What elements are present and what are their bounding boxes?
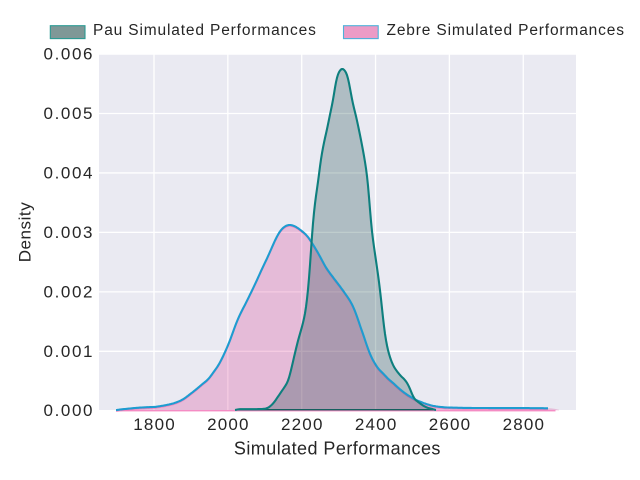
- svg-text:Zebre Simulated Performances: Zebre Simulated Performances: [387, 22, 625, 39]
- svg-text:0.002: 0.002: [44, 283, 95, 302]
- svg-text:0.006: 0.006: [44, 45, 95, 64]
- svg-text:2600: 2600: [429, 415, 472, 434]
- svg-text:0.003: 0.003: [44, 223, 95, 242]
- svg-text:1800: 1800: [133, 415, 176, 434]
- svg-text:0.005: 0.005: [44, 104, 95, 123]
- svg-text:Pau Simulated Performances: Pau Simulated Performances: [93, 22, 317, 39]
- svg-text:2800: 2800: [503, 415, 546, 434]
- svg-text:0.001: 0.001: [44, 342, 95, 361]
- svg-text:2200: 2200: [281, 415, 324, 434]
- svg-text:0.004: 0.004: [44, 164, 95, 183]
- svg-text:2400: 2400: [355, 415, 398, 434]
- svg-text:0.000: 0.000: [44, 401, 95, 420]
- svg-text:Simulated Performances: Simulated Performances: [234, 439, 441, 459]
- svg-text:2000: 2000: [207, 415, 250, 434]
- svg-text:Density: Density: [15, 202, 34, 263]
